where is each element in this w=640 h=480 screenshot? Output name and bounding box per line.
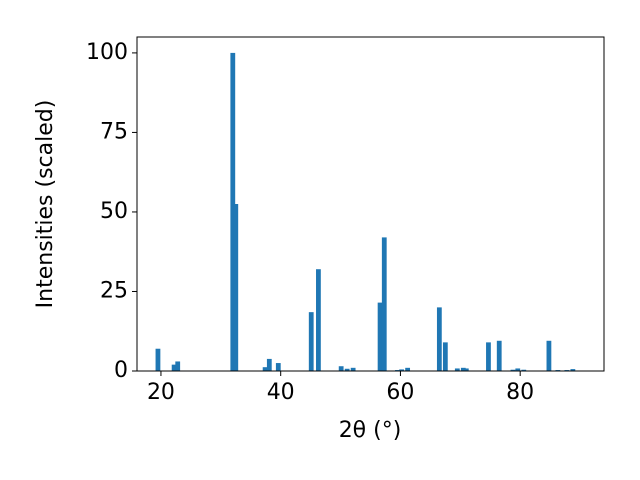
bar [308,312,314,371]
bar [460,367,466,371]
bar [155,348,161,371]
bar [316,269,321,371]
bar [350,367,356,371]
x-tick-label: 20 [147,380,175,405]
bar [405,367,411,371]
bar [486,342,491,371]
bar [515,368,521,371]
y-tick-label: 100 [86,40,128,65]
x-axis-label: 2θ (°) [339,418,402,443]
bar [463,368,469,371]
bar [230,52,236,372]
bar [546,340,552,371]
bar [442,342,448,371]
bar [344,368,350,371]
bar [262,367,268,371]
bar [266,358,272,371]
y-tick-label: 25 [100,278,128,303]
plot-frame [136,36,605,372]
y-tick-label: 75 [100,119,128,144]
bar [496,340,502,371]
bar [171,364,177,371]
y-axis-label: Intensities (scaled) [33,100,58,309]
x-tick-label: 40 [267,380,295,405]
bar [175,361,181,371]
bar [338,366,344,371]
bar [521,369,527,371]
x-tick-label: 60 [386,380,414,405]
bar [399,369,405,371]
x-tick-label: 80 [506,380,534,405]
bar [275,363,281,371]
y-tick-label: 0 [114,358,128,383]
y-tick-label: 50 [100,199,128,224]
bar [381,237,387,371]
bar [510,369,516,371]
bar [436,307,442,371]
bar [233,204,239,371]
bar [570,369,576,371]
bar [377,302,383,371]
bar [454,368,460,371]
